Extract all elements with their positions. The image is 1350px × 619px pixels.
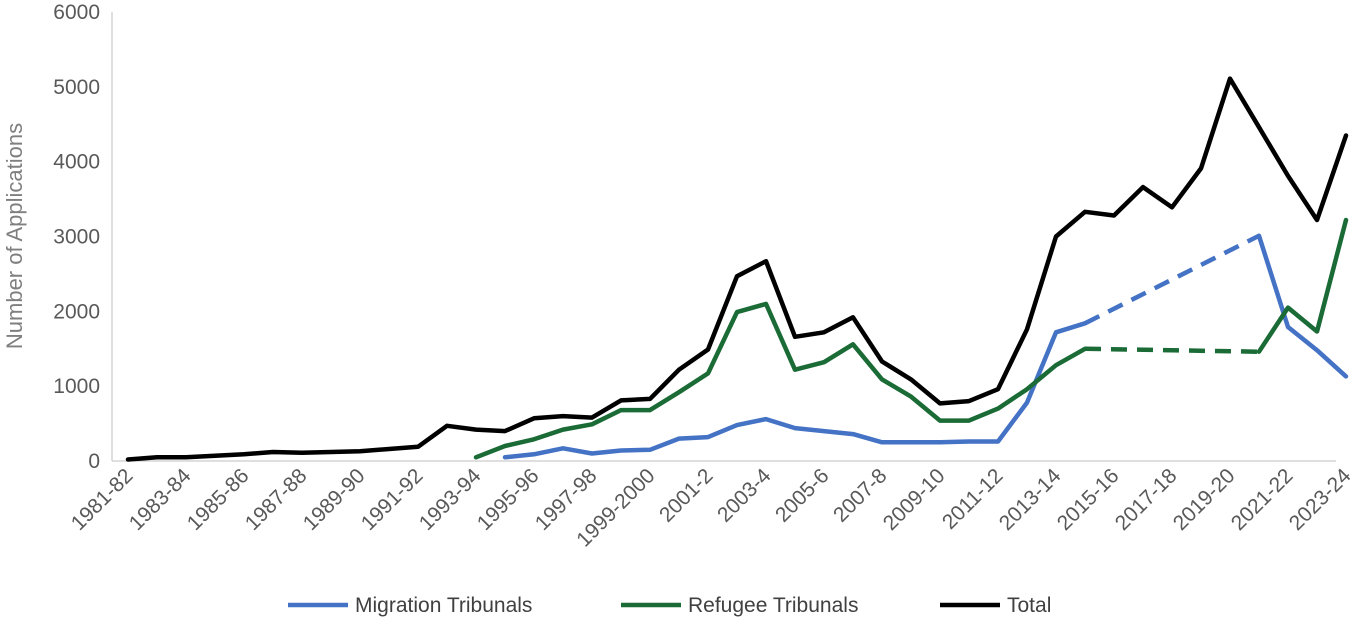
- x-tick-label: 2013-14: [995, 464, 1066, 535]
- x-tick-label: 2005-6: [771, 464, 834, 527]
- x-tick-label: 1981-82: [67, 464, 138, 535]
- legend-label-total: Total: [1007, 594, 1051, 617]
- x-tick-label: 2003-4: [713, 464, 776, 527]
- x-tick-label: 2009-10: [879, 464, 950, 535]
- y-axis-label: Number of Applications: [2, 123, 27, 349]
- y-tick-label: 6000: [53, 1, 100, 24]
- series-line-refugee-tribunals: [1256, 217, 1349, 354]
- y-tick-label: 0: [88, 450, 100, 473]
- x-tick-label: 1993-94: [415, 464, 486, 535]
- x-tick-label: 1985-86: [183, 464, 254, 535]
- y-tick-label: 2000: [53, 300, 100, 323]
- x-tick-label: 1989-90: [299, 464, 370, 535]
- legend: Migration Tribunals Refugee Tribunals Tota…: [288, 594, 1051, 617]
- x-axis: 1981-821983-841985-861987-881989-901991-…: [67, 460, 1350, 552]
- series-line-migration-tribunals: [502, 321, 1088, 460]
- series-line-refugee-tribunals: [473, 301, 1088, 460]
- y-tick-label: 5000: [53, 76, 100, 99]
- x-tick-label: 2021-22: [1227, 464, 1298, 535]
- x-tick-label: 1991-92: [357, 464, 428, 535]
- x-tick-label: 2015-16: [1053, 464, 1124, 535]
- y-axis: 0 1000 2000 3000 4000 5000 6000: [53, 1, 113, 473]
- series-dashed-gap-migration-tribunals: [1083, 233, 1261, 326]
- y-tick-label: 3000: [53, 226, 100, 249]
- legend-label-migration-tribunals: Migration Tribunals: [355, 594, 532, 617]
- series-line-total: [125, 76, 1349, 462]
- x-tick-label: 2023-24: [1285, 464, 1350, 535]
- series-lines: [125, 76, 1349, 462]
- x-tick-label: 2011-12: [938, 464, 1008, 534]
- x-tick-label: 2019-20: [1169, 464, 1240, 535]
- y-tick-label: 1000: [53, 375, 100, 398]
- x-tick-label: 1987-88: [241, 464, 312, 535]
- legend-label-refugee-tribunals: Refugee Tribunals: [688, 594, 858, 617]
- y-tick-label: 4000: [53, 151, 100, 174]
- series-dashed-gap-refugee-tribunals: [1084, 346, 1260, 354]
- series-line-migration-tribunals: [1256, 233, 1349, 379]
- x-tick-label: 2001-2: [655, 464, 718, 527]
- x-tick-label: 2017-18: [1111, 464, 1182, 535]
- x-tick-label: 1995-96: [473, 464, 544, 535]
- x-tick-label: 1983-84: [125, 464, 196, 535]
